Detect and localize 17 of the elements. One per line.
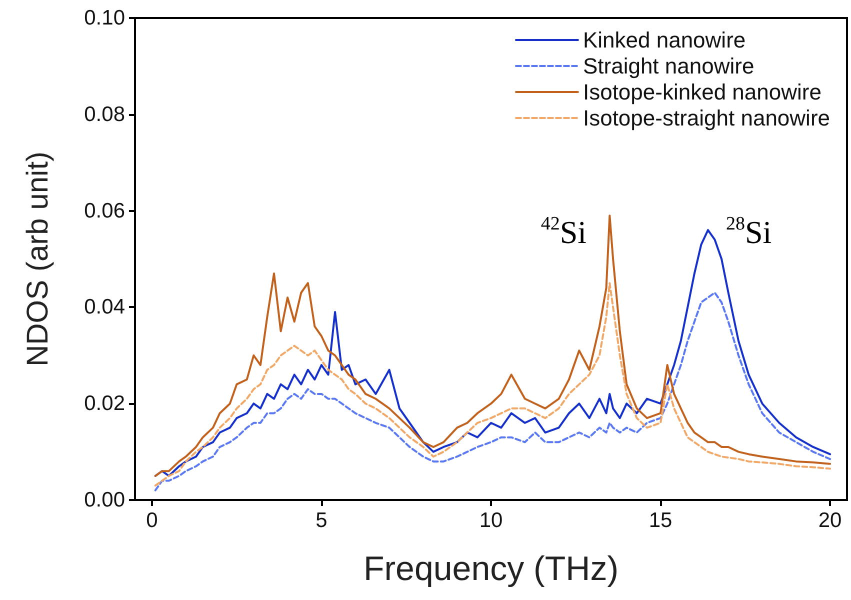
y-tick-label: 0.04	[84, 296, 126, 319]
legend-label: Isotope-straight nanowire	[582, 106, 830, 130]
x-tick-label: 0	[146, 509, 158, 532]
y-tick-label: 0.02	[84, 392, 125, 416]
y-axis-title: NDOS (arb unit)	[22, 151, 54, 367]
x-tick-label: 5	[316, 509, 328, 532]
legend-label: Isotope-kinked nanowire	[582, 80, 822, 104]
x-tick-label: 10	[479, 509, 503, 532]
legend-label: Kinked nanowire	[582, 28, 746, 52]
x-axis-title: Frequency (THz)	[363, 550, 619, 588]
y-tick-label: 0.00	[84, 488, 125, 512]
x-tick-label: 20	[818, 509, 842, 532]
legend-label: Straight nanowire	[582, 54, 754, 78]
x-tick-label: 15	[648, 509, 672, 532]
y-tick-label: 0.06	[84, 199, 125, 222]
y-tick-label: 0.10	[84, 6, 125, 30]
y-tick-label: 0.08	[84, 102, 125, 126]
